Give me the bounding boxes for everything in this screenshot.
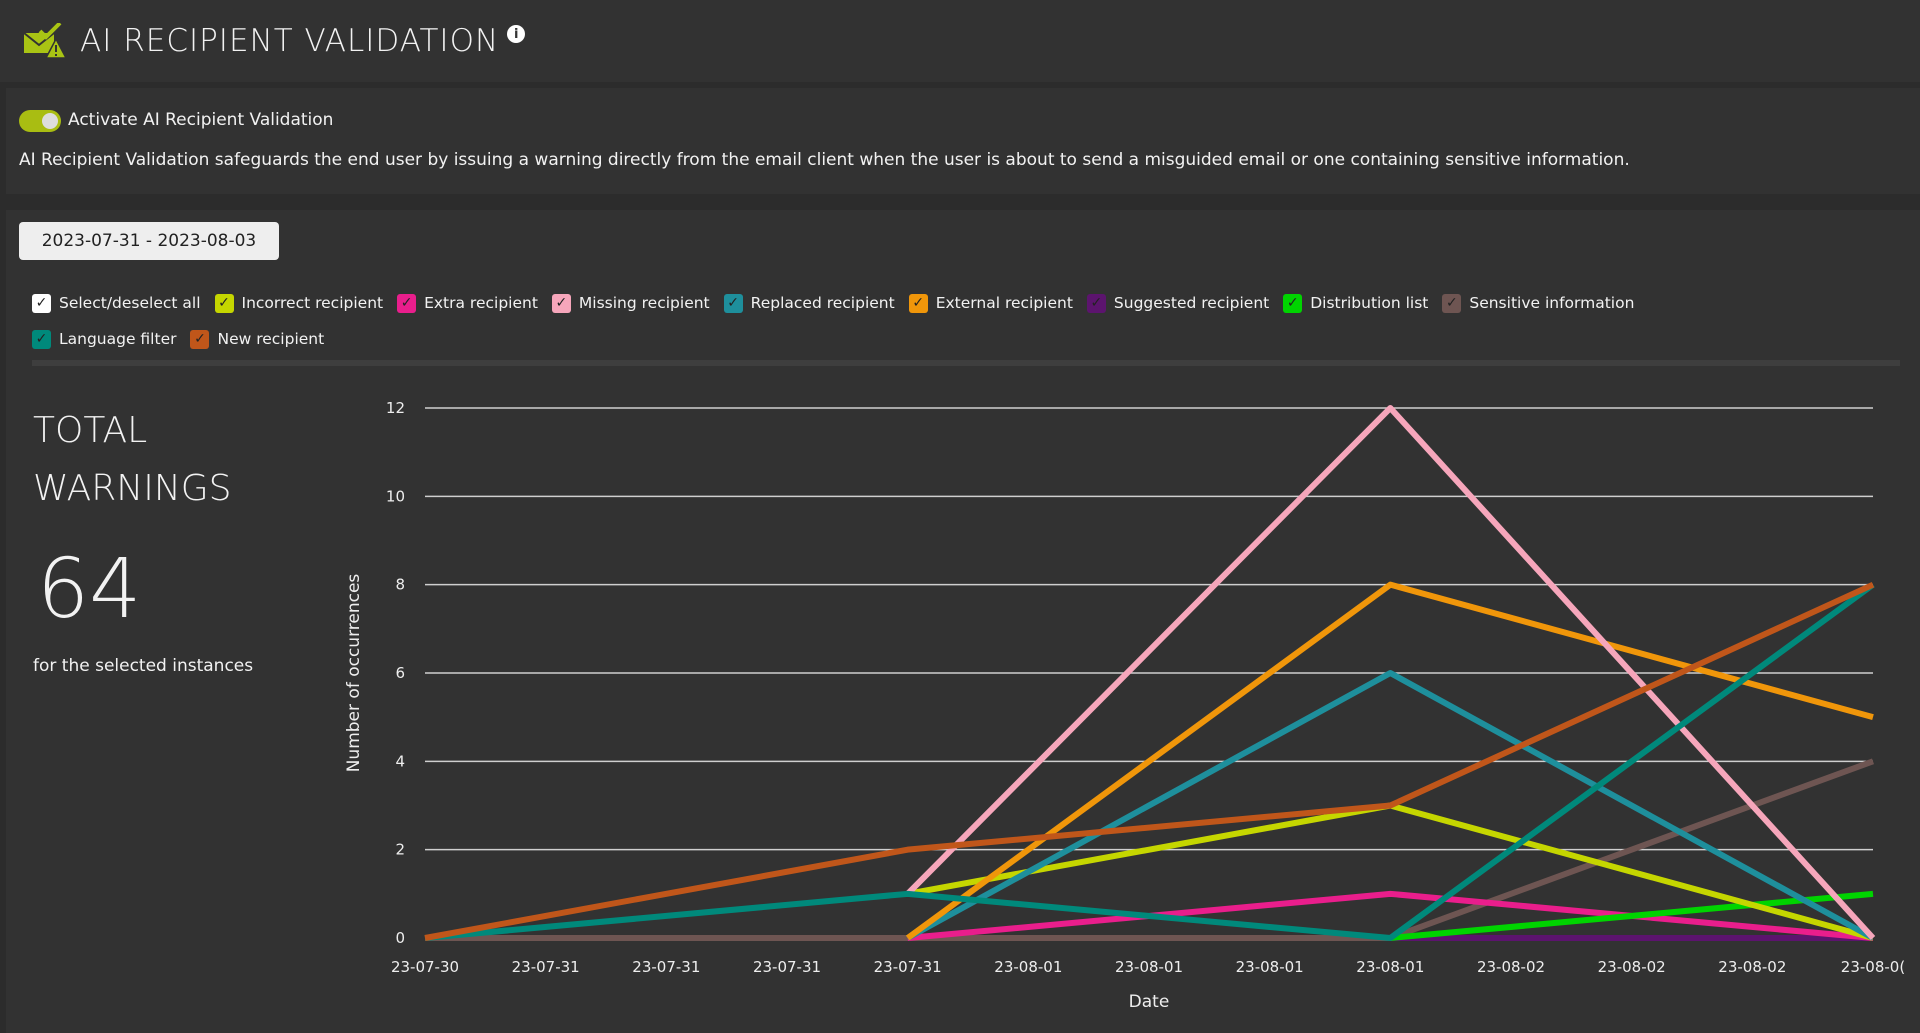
checkbox-icon[interactable]: ✓	[1442, 293, 1462, 313]
x-tick-label: 23-08-01	[1115, 958, 1183, 976]
title-line-1: TOTAL	[33, 410, 148, 451]
page-title: AI RECIPIENT VALIDATION	[80, 23, 500, 59]
series-line-missing-recipient	[905, 405, 1876, 941]
x-tick-label: 23-08-01	[1356, 958, 1424, 976]
legend-label: Language filter	[59, 330, 177, 348]
legend-item-extra-recipient[interactable]: ✓ Extra recipient	[397, 292, 538, 314]
checkbox-icon[interactable]: ✓	[551, 293, 571, 313]
series-line-external-recipient	[905, 581, 1874, 941]
legend-item-replaced-recipient[interactable]: ✓ Replaced recipient	[723, 292, 895, 314]
activate-toggle-label: Activate AI Recipient Validation	[68, 110, 334, 130]
x-tick-label: 23-08-0(	[1841, 958, 1905, 976]
date-range-picker[interactable]: 2023-07-31 - 2023-08-03	[19, 222, 279, 260]
legend-item-select-deselect-all[interactable]: ✓ Select/deselect all	[32, 292, 201, 314]
series-line-language-filter	[424, 582, 1875, 941]
x-axis-label: Date	[1129, 992, 1170, 1012]
y-tick-label: 2	[395, 841, 405, 859]
x-tick-label: 23-08-01	[1236, 958, 1304, 976]
checkbox-icon[interactable]: ✓	[908, 293, 928, 313]
series-filter-legend: ✓ Select/deselect all ✓ Incorrect recipient…	[32, 292, 1792, 350]
total-warnings-value: 64	[37, 542, 142, 637]
legend-item-language-filter[interactable]: ✓ Language filter	[32, 328, 176, 350]
legend-item-missing-recipient[interactable]: ✓ Missing recipient	[551, 292, 710, 314]
series-line-incorrect-recipient	[907, 802, 1874, 941]
x-tick-label: 23-07-31	[753, 958, 821, 976]
total-warnings-subtitle: for the selected instances	[33, 656, 254, 676]
series-line-distribution-list	[1390, 890, 1874, 941]
legend-label: Sensitive information	[1469, 294, 1635, 312]
y-tick-label: 10	[386, 487, 405, 505]
divider	[32, 360, 1900, 366]
total-warnings-title: TOTAL WARNINGS	[33, 402, 232, 518]
activate-toggle[interactable]	[19, 110, 61, 132]
page-header: AI RECIPIENT VALIDATION i	[0, 0, 1920, 82]
legend-item-new-recipient[interactable]: ✓ New recipient	[190, 328, 324, 350]
description: AI Recipient Validation safeguards the e…	[19, 150, 1630, 170]
checkbox-icon[interactable]: ✓	[723, 293, 743, 313]
x-tick-label: 23-08-02	[1718, 958, 1786, 976]
x-tick-label: 23-07-30	[391, 958, 459, 976]
title-line-2: WARNINGS	[33, 468, 232, 509]
legend-label: Extra recipient	[424, 294, 538, 312]
y-tick-label: 8	[395, 576, 405, 594]
legend-label: Distribution list	[1310, 294, 1429, 312]
legend-label: Replaced recipient	[750, 294, 895, 312]
info-icon[interactable]: i	[507, 25, 526, 43]
legend-item-distribution-list[interactable]: ✓ Distribution list	[1283, 292, 1428, 314]
checkbox-icon[interactable]: ✓	[1283, 293, 1303, 313]
checkbox-icon[interactable]: ✓	[1086, 293, 1106, 313]
x-tick-label: 23-07-31	[874, 958, 942, 976]
series-line-new-recipient	[424, 581, 1875, 941]
x-tick-label: 23-07-31	[512, 958, 580, 976]
legend-item-sensitive-information[interactable]: ✓ Sensitive information	[1442, 292, 1634, 314]
y-tick-label: 6	[395, 664, 405, 682]
x-tick-label: 23-07-31	[632, 958, 700, 976]
legend-item-external-recipient[interactable]: ✓ External recipient	[908, 292, 1073, 314]
x-tick-label: 23-08-02	[1598, 958, 1666, 976]
series-line-sensitive-information	[425, 758, 1875, 941]
activation-panel: Activate AI Recipient Validation AI Reci…	[6, 88, 1920, 194]
y-tick-label: 12	[386, 399, 405, 417]
y-tick-label: 0	[395, 929, 405, 947]
legend-label: Incorrect recipient	[241, 294, 384, 312]
legend-label: External recipient	[935, 294, 1073, 312]
legend-label: Select/deselect all	[59, 294, 201, 312]
legend-label: Suggested recipient	[1113, 294, 1270, 312]
series-line-replaced-recipient	[906, 670, 1875, 941]
checkbox-icon[interactable]: ✓	[32, 293, 51, 313]
checkbox-icon[interactable]: ✓	[214, 293, 234, 313]
legend-item-suggested-recipient[interactable]: ✓ Suggested recipient	[1086, 292, 1270, 314]
x-tick-label: 23-08-01	[994, 958, 1062, 976]
x-tick-label: 23-08-02	[1477, 958, 1545, 976]
mail-check-warning-icon	[23, 23, 66, 59]
checkbox-icon[interactable]: ✓	[190, 329, 210, 349]
legend-item-incorrect-recipient[interactable]: ✓ Incorrect recipient	[214, 292, 384, 314]
y-axis-label: Number of occurrences	[344, 574, 364, 773]
series-line-extra-recipient	[907, 890, 1874, 941]
checkbox-icon[interactable]: ✓	[397, 293, 417, 313]
legend-label: Missing recipient	[578, 294, 710, 312]
legend-label: New recipient	[217, 330, 325, 348]
checkbox-icon[interactable]: ✓	[32, 329, 51, 349]
y-tick-label: 4	[395, 752, 405, 770]
